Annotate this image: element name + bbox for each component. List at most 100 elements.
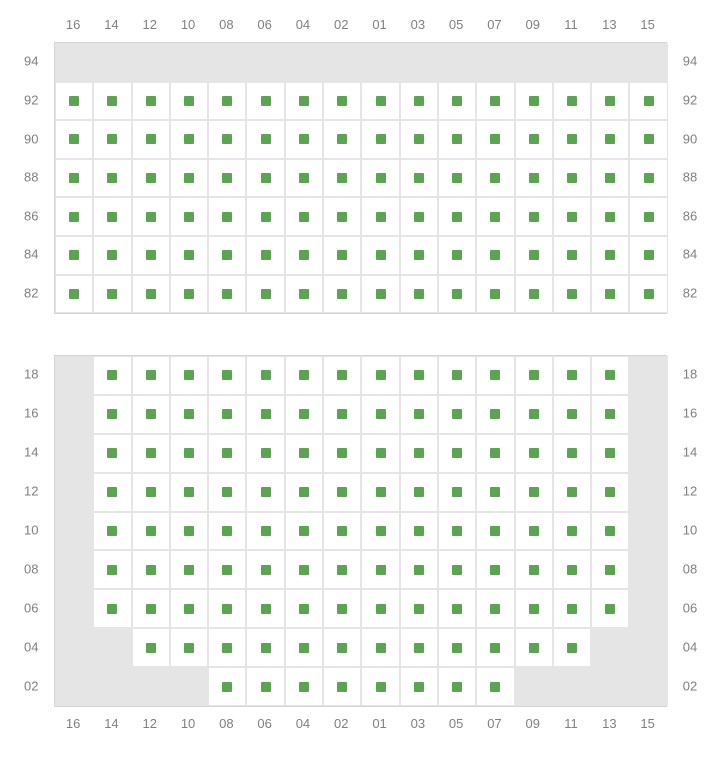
seat-cell[interactable] (591, 550, 629, 589)
seat-cell[interactable] (132, 120, 170, 159)
seat-cell[interactable] (438, 550, 476, 589)
seat-cell[interactable] (515, 512, 553, 551)
seat-cell[interactable] (553, 473, 591, 512)
seat-cell[interactable] (285, 197, 323, 236)
seat-cell[interactable] (361, 628, 399, 667)
seat-cell[interactable] (246, 197, 284, 236)
seat-cell[interactable] (132, 473, 170, 512)
seat-cell[interactable] (132, 628, 170, 667)
seat-cell[interactable] (323, 159, 361, 198)
seat-cell[interactable] (208, 628, 246, 667)
seat-cell[interactable] (170, 197, 208, 236)
seat-cell[interactable] (553, 120, 591, 159)
seat-cell[interactable] (323, 120, 361, 159)
seat-cell[interactable] (208, 473, 246, 512)
seat-cell[interactable] (515, 120, 553, 159)
seat-cell[interactable] (438, 275, 476, 314)
seat-cell[interactable] (285, 512, 323, 551)
seat-cell[interactable] (246, 236, 284, 275)
seat-cell[interactable] (361, 473, 399, 512)
seat-cell[interactable] (515, 395, 553, 434)
seat-cell[interactable] (55, 120, 93, 159)
seat-cell[interactable] (438, 159, 476, 198)
seat-cell[interactable] (591, 197, 629, 236)
seat-cell[interactable] (515, 589, 553, 628)
seat-cell[interactable] (361, 667, 399, 706)
seat-cell[interactable] (515, 356, 553, 395)
seat-cell[interactable] (323, 395, 361, 434)
seat-cell[interactable] (285, 550, 323, 589)
seat-cell[interactable] (285, 236, 323, 275)
seat-cell[interactable] (132, 275, 170, 314)
seat-cell[interactable] (515, 236, 553, 275)
seat-cell[interactable] (476, 197, 514, 236)
seat-cell[interactable] (208, 667, 246, 706)
seat-cell[interactable] (591, 275, 629, 314)
seat-cell[interactable] (400, 120, 438, 159)
seat-cell[interactable] (553, 434, 591, 473)
seat-cell[interactable] (246, 628, 284, 667)
seat-cell[interactable] (208, 82, 246, 121)
seat-cell[interactable] (476, 120, 514, 159)
seat-cell[interactable] (476, 589, 514, 628)
seat-cell[interactable] (438, 197, 476, 236)
seat-cell[interactable] (285, 395, 323, 434)
seat-cell[interactable] (323, 82, 361, 121)
seat-cell[interactable] (476, 628, 514, 667)
seat-cell[interactable] (246, 667, 284, 706)
seat-cell[interactable] (55, 197, 93, 236)
seat-cell[interactable] (93, 159, 131, 198)
seat-cell[interactable] (93, 275, 131, 314)
seat-cell[interactable] (208, 550, 246, 589)
seat-cell[interactable] (132, 434, 170, 473)
seat-cell[interactable] (476, 434, 514, 473)
seat-cell[interactable] (208, 275, 246, 314)
seat-cell[interactable] (553, 275, 591, 314)
seat-cell[interactable] (285, 275, 323, 314)
seat-cell[interactable] (208, 236, 246, 275)
seat-cell[interactable] (323, 473, 361, 512)
seat-cell[interactable] (323, 589, 361, 628)
seat-cell[interactable] (132, 159, 170, 198)
seat-cell[interactable] (323, 236, 361, 275)
seat-cell[interactable] (246, 512, 284, 551)
seat-cell[interactable] (553, 356, 591, 395)
seat-cell[interactable] (170, 159, 208, 198)
seat-cell[interactable] (476, 395, 514, 434)
seat-cell[interactable] (285, 667, 323, 706)
seat-cell[interactable] (515, 628, 553, 667)
seat-cell[interactable] (208, 159, 246, 198)
seat-cell[interactable] (361, 275, 399, 314)
seat-cell[interactable] (285, 120, 323, 159)
seat-cell[interactable] (438, 236, 476, 275)
seat-cell[interactable] (285, 628, 323, 667)
seat-cell[interactable] (438, 589, 476, 628)
seat-cell[interactable] (93, 82, 131, 121)
seat-cell[interactable] (93, 197, 131, 236)
seat-cell[interactable] (400, 82, 438, 121)
seat-cell[interactable] (361, 120, 399, 159)
seat-cell[interactable] (400, 589, 438, 628)
seat-cell[interactable] (285, 82, 323, 121)
seat-cell[interactable] (438, 82, 476, 121)
seat-cell[interactable] (515, 159, 553, 198)
seat-cell[interactable] (132, 356, 170, 395)
seat-cell[interactable] (170, 628, 208, 667)
seat-cell[interactable] (591, 82, 629, 121)
seat-cell[interactable] (361, 356, 399, 395)
seat-cell[interactable] (93, 512, 131, 551)
seat-cell[interactable] (629, 275, 667, 314)
seat-cell[interactable] (246, 275, 284, 314)
seat-cell[interactable] (93, 473, 131, 512)
seat-cell[interactable] (476, 550, 514, 589)
seat-cell[interactable] (591, 434, 629, 473)
seat-cell[interactable] (438, 667, 476, 706)
seat-cell[interactable] (55, 159, 93, 198)
seat-cell[interactable] (93, 236, 131, 275)
seat-cell[interactable] (361, 512, 399, 551)
seat-cell[interactable] (170, 589, 208, 628)
seat-cell[interactable] (132, 550, 170, 589)
seat-cell[interactable] (323, 667, 361, 706)
seat-cell[interactable] (170, 275, 208, 314)
seat-cell[interactable] (438, 395, 476, 434)
